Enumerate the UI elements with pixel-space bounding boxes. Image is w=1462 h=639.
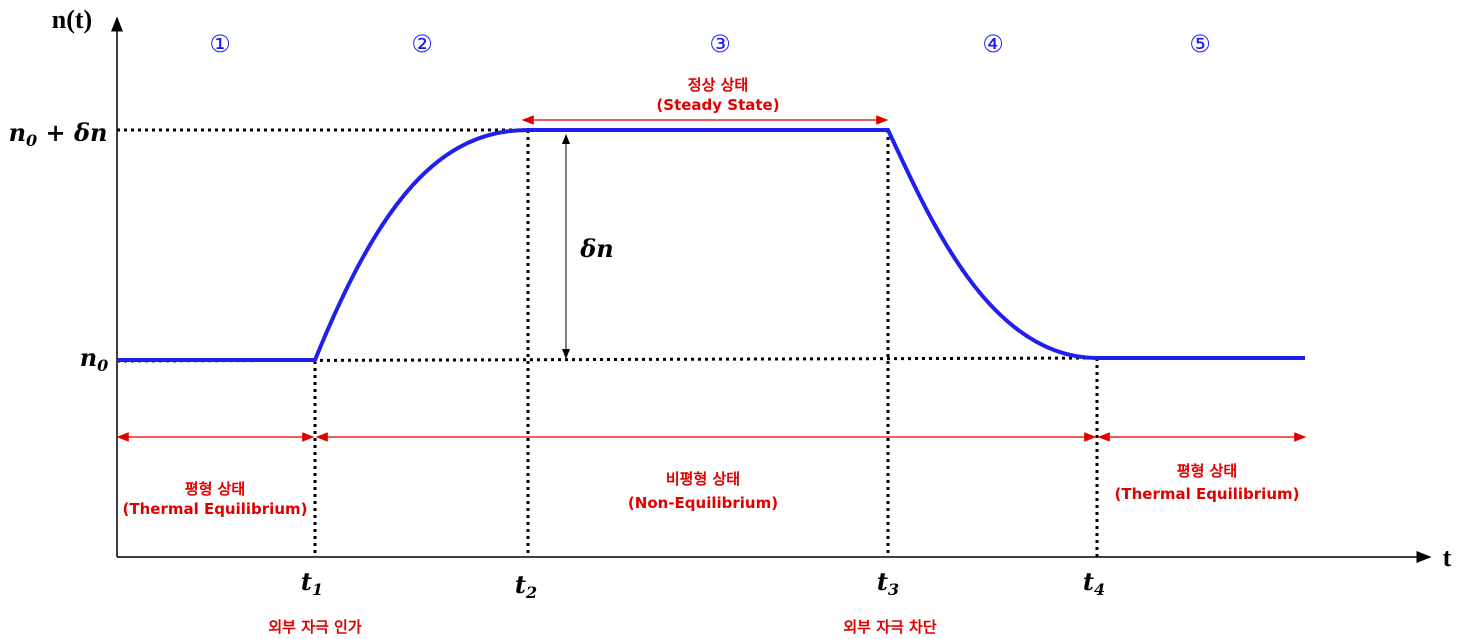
time-label: t3 — [877, 567, 899, 599]
phase-korean: 비평형 상태 — [666, 470, 740, 488]
response-curve — [117, 128, 1305, 362]
lower-level-label: n0 — [80, 343, 109, 375]
region-number: ⑤ — [1189, 30, 1211, 58]
steady-english: (Steady State) — [656, 96, 779, 114]
event-label: 외부 자극 차단 — [843, 618, 936, 636]
phase-english: (Non-Equilibrium) — [628, 494, 778, 512]
phase-english: (Thermal Equilibrium) — [1115, 485, 1300, 503]
time-label: t1 — [301, 567, 323, 599]
event-label: 외부 자극 인가 — [268, 618, 361, 636]
symbol: t — [1083, 567, 1094, 596]
phase-korean: 평형 상태 — [1177, 462, 1237, 480]
symbol: t — [515, 570, 526, 599]
region-numbers: ① ② ③ ④ ⑤ — [209, 30, 1211, 58]
symbol: n — [80, 343, 97, 372]
phase-korean: 평형 상태 — [185, 480, 245, 498]
subscript: 0 — [97, 356, 108, 375]
time-label: t2 — [515, 570, 537, 602]
time-label: t4 — [1083, 567, 1105, 599]
symbol-rest: + δn — [37, 118, 107, 147]
region-number: ③ — [709, 30, 731, 58]
subscript: 4 — [1094, 580, 1105, 599]
steady-korean: 정상 상태 — [688, 76, 748, 94]
guides — [116, 128, 1099, 557]
annotations: 정상 상태 (Steady State) 평형 상태 (Thermal Equi… — [116, 76, 1307, 518]
axes: n(t) t — [52, 5, 1452, 572]
delta-label: δn — [579, 234, 613, 263]
symbol: n — [9, 118, 26, 147]
phase-english: (Thermal Equilibrium) — [123, 500, 308, 518]
subscript: 3 — [888, 580, 899, 599]
symbol: t — [877, 567, 888, 596]
upper-level-label: n0 + δn — [9, 118, 108, 150]
time-labels: t1 t2 t3 t4 외부 자극 인가 외부 자극 차단 — [268, 567, 1105, 636]
region-number: ① — [209, 30, 231, 58]
symbol: t — [301, 567, 312, 596]
subscript: 1 — [312, 580, 323, 599]
region-number: ④ — [982, 30, 1004, 58]
subscript: 0 — [26, 131, 37, 150]
y-axis-label: n(t) — [52, 5, 92, 34]
subscript: 2 — [525, 583, 537, 602]
region-number: ② — [411, 30, 433, 58]
x-axis-label: t — [1443, 543, 1452, 572]
